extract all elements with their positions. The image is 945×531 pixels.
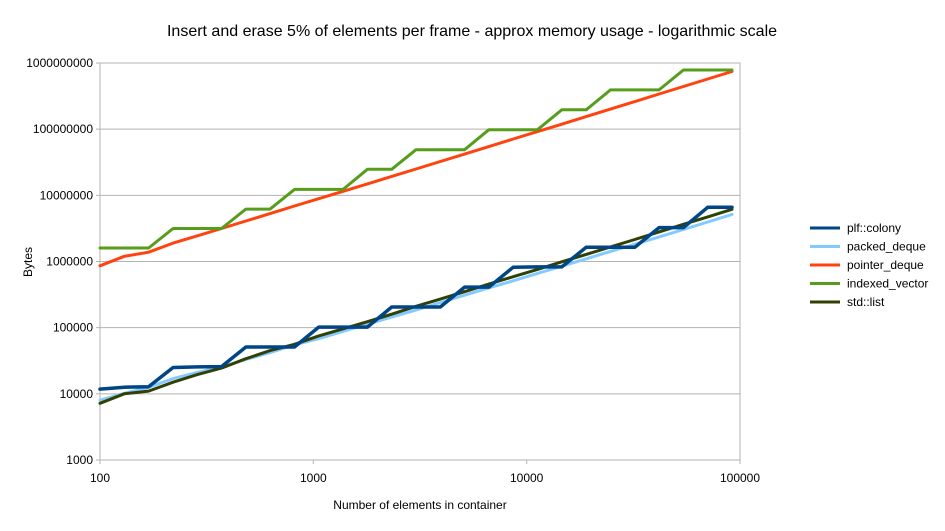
y-axis-ticks: 1000 10000 100000 1000000 10000000 100000000 1… — [26, 56, 100, 467]
x-tick-label: 1000 — [300, 471, 327, 485]
series-line-indexed-vector — [98, 68, 734, 250]
x-axis-label: Number of elements in container — [333, 498, 506, 512]
y-tick-label: 10000000 — [40, 188, 94, 202]
series-lines — [98, 68, 734, 405]
x-tick-label: 100 — [90, 471, 110, 485]
y-tick-label: 1000 — [66, 453, 93, 467]
chart-title: Insert and erase 5% of elements per fram… — [167, 23, 777, 40]
legend-label-packed-deque: packed_deque — [847, 240, 926, 254]
legend-label-std-list: std::list — [847, 295, 885, 309]
x-tick-label: 100000 — [720, 471, 760, 485]
y-axis-label: Bytes — [21, 247, 35, 277]
grid-lines — [100, 62, 740, 461]
series-line-pointer-deque — [98, 70, 734, 268]
legend-label-indexed-vector: indexed_vector — [847, 277, 928, 291]
y-tick-label: 10000 — [60, 387, 94, 401]
legend-label-pointer-deque: pointer_deque — [847, 258, 924, 272]
y-tick-label: 1000000000 — [26, 56, 93, 70]
x-tick-label: 10000 — [510, 471, 544, 485]
series-line-plf-colony — [98, 205, 734, 391]
y-tick-label: 1000000 — [46, 255, 93, 269]
y-tick-label: 100000000 — [33, 122, 93, 136]
y-tick-label: 100000 — [53, 321, 93, 335]
x-axis-ticks: 100 1000 10000 100000 — [90, 460, 760, 485]
legend-label-plf-colony: plf::colony — [847, 221, 901, 235]
legend: plf::colonypacked_dequepointer_dequeinde… — [810, 221, 928, 309]
